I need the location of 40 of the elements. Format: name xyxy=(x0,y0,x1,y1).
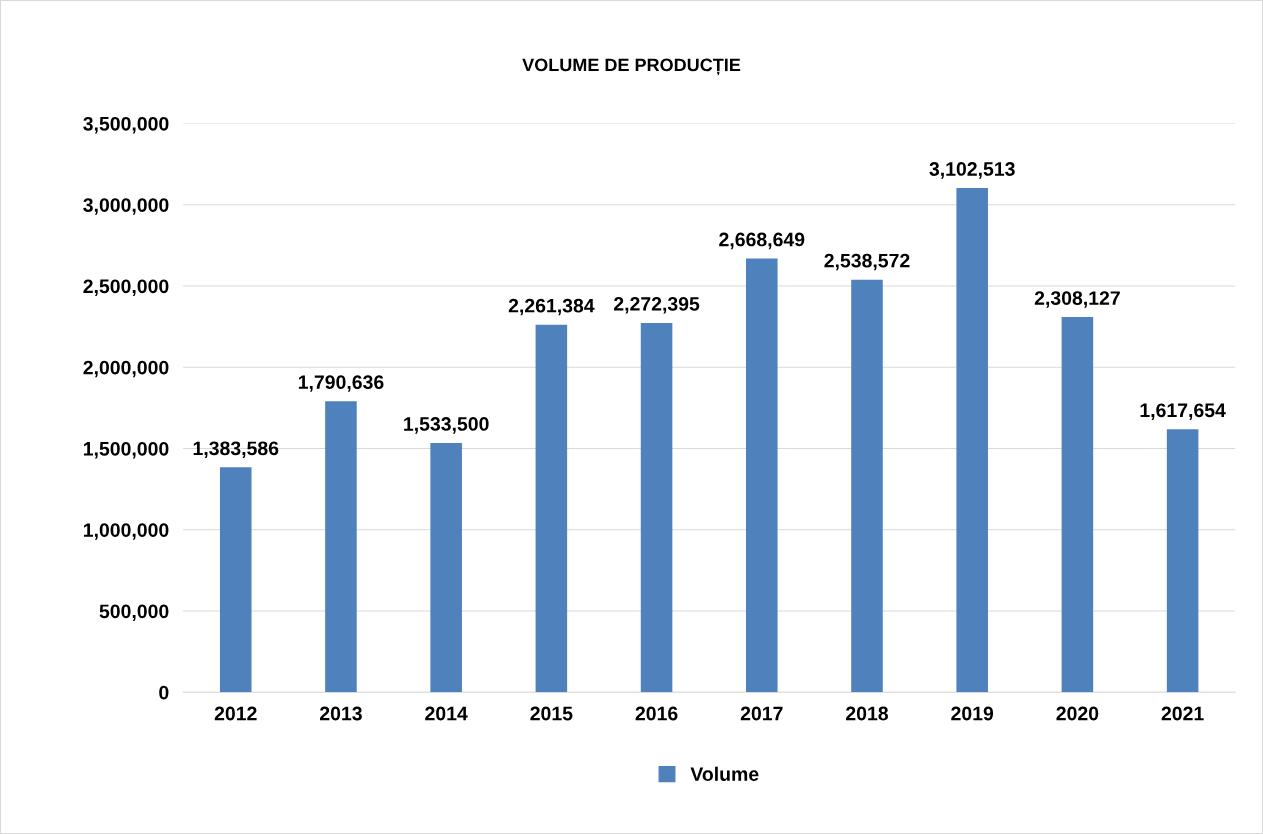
data-label: 1,790,636 xyxy=(298,375,384,392)
x-tick-label: 2018 xyxy=(846,706,889,721)
data-label: 2,272,395 xyxy=(614,296,700,314)
x-tick-label: 2021 xyxy=(1161,706,1204,721)
y-tick-label: 2,000,000 xyxy=(83,360,169,378)
data-label: 2,538,572 xyxy=(824,253,910,271)
y-tick-label: 500,000 xyxy=(99,604,169,622)
bar xyxy=(746,258,778,693)
x-tick-label: 2012 xyxy=(214,706,257,721)
y-tick-label: 1,500,000 xyxy=(83,441,169,459)
x-tick-label: 2015 xyxy=(530,706,573,721)
bar xyxy=(219,467,252,693)
data-label: 1,533,500 xyxy=(404,417,489,434)
y-tick-label: 2,500,000 xyxy=(83,279,169,296)
bar xyxy=(851,279,883,693)
x-tick-label: 2020 xyxy=(1056,706,1099,721)
bar xyxy=(535,324,568,693)
x-tick-label: 2016 xyxy=(635,706,678,721)
data-label: 1,383,586 xyxy=(193,441,279,459)
data-label: 3,102,513 xyxy=(929,162,1015,179)
x-tick-label: 2014 xyxy=(425,706,468,721)
bar xyxy=(1061,317,1094,693)
bar xyxy=(640,322,673,693)
x-tick-label: 2019 xyxy=(951,706,994,721)
data-label: 2,668,649 xyxy=(719,232,805,250)
data-label: 1,617,654 xyxy=(1140,403,1226,420)
y-tick-label: 1,000,000 xyxy=(83,523,169,540)
data-label: 2,308,127 xyxy=(1034,291,1120,308)
bar xyxy=(430,443,462,693)
legend-label: Volume xyxy=(690,766,759,781)
y-tick-label: 3,000,000 xyxy=(83,198,169,215)
y-tick-label: 0 xyxy=(159,685,169,700)
data-label: 2,261,384 xyxy=(508,298,595,316)
x-tick-label: 2013 xyxy=(320,706,362,721)
bar xyxy=(956,188,988,693)
chart-title: VOLUME DE PRODUCȚIE xyxy=(522,58,741,76)
bar xyxy=(1166,429,1199,693)
y-tick-label: 3,500,000 xyxy=(83,116,169,134)
bar xyxy=(325,401,357,693)
x-tick-label: 2017 xyxy=(740,706,783,721)
